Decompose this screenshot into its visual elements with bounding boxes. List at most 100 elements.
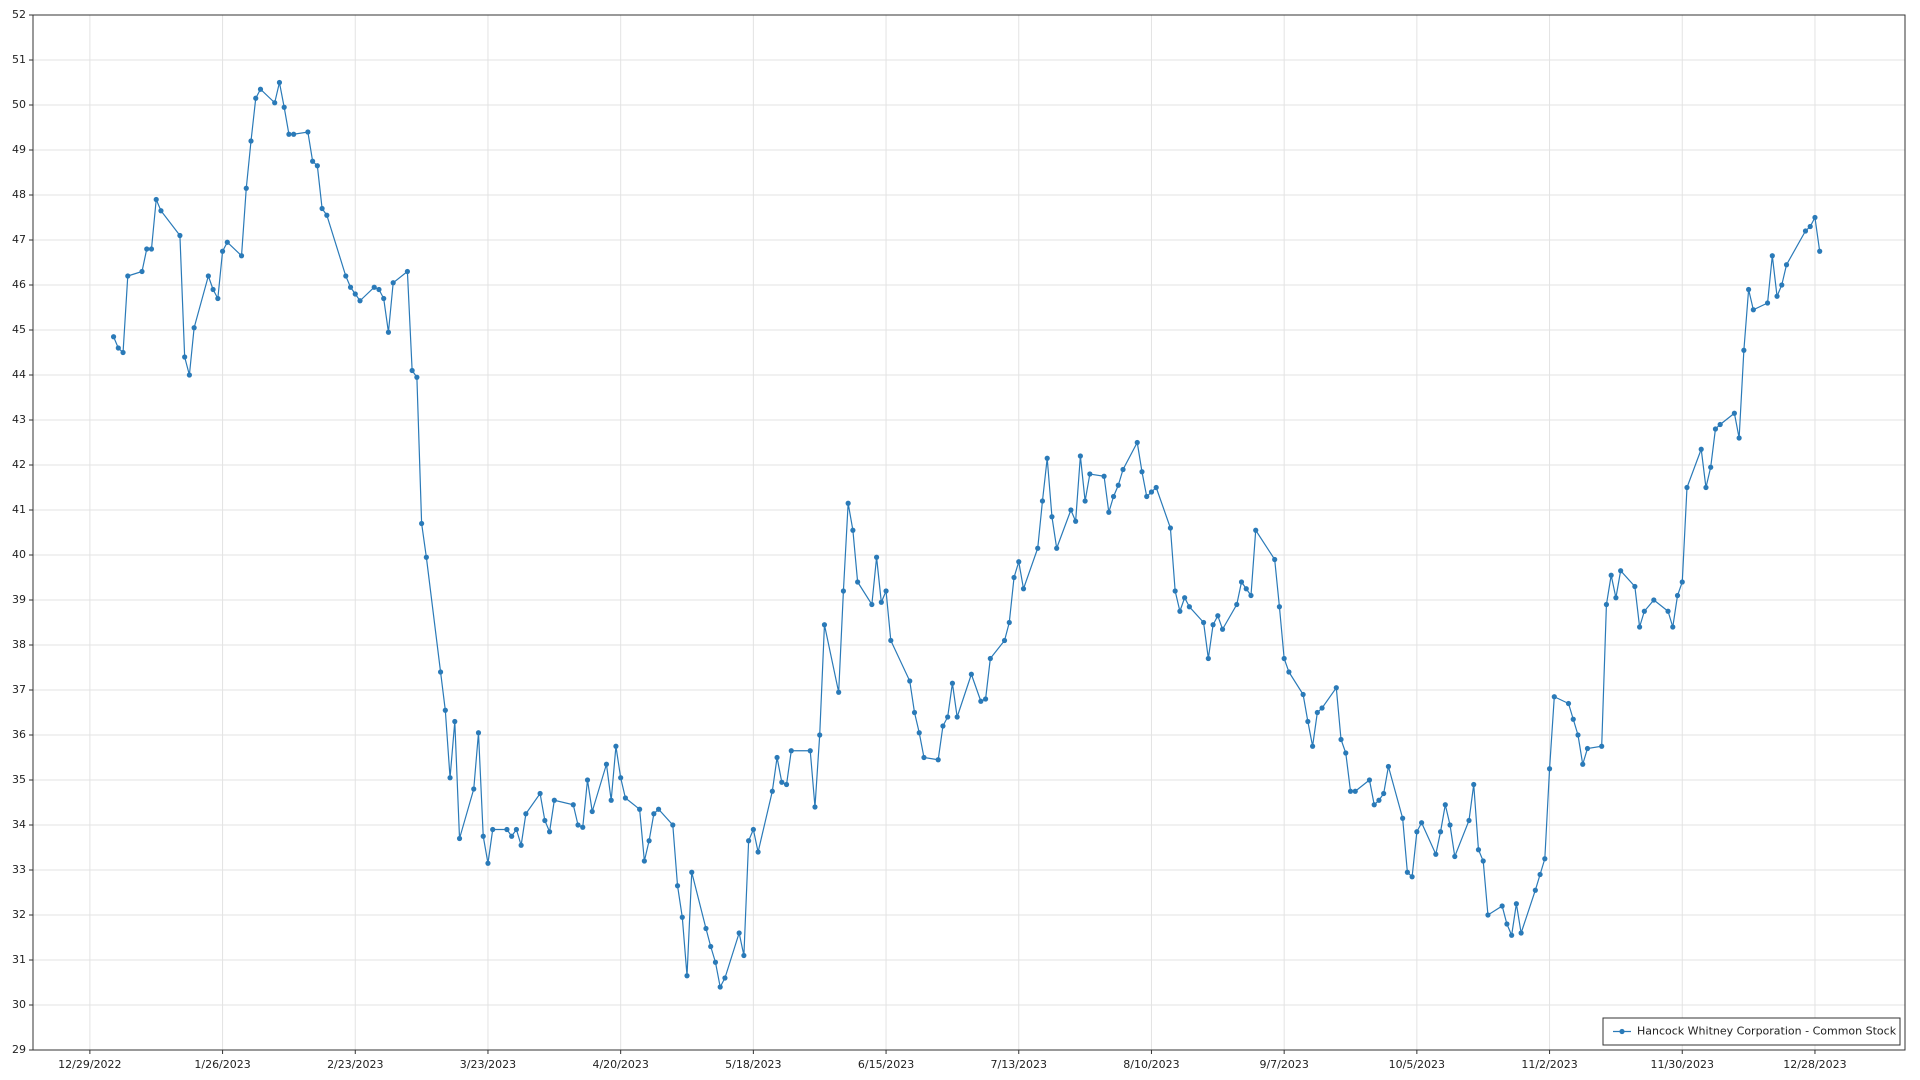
data-point bbox=[807, 748, 813, 754]
data-point bbox=[409, 367, 415, 374]
data-point bbox=[935, 757, 941, 763]
data-point bbox=[518, 842, 524, 848]
data-point bbox=[1144, 493, 1150, 500]
data-point bbox=[1471, 781, 1477, 788]
data-point bbox=[1305, 718, 1311, 725]
data-point bbox=[1215, 613, 1221, 619]
data-point bbox=[1286, 669, 1292, 675]
data-point bbox=[542, 817, 548, 824]
y-tick-label: 49 bbox=[12, 143, 26, 156]
data-point bbox=[911, 709, 918, 716]
data-point bbox=[1281, 655, 1287, 662]
data-point bbox=[746, 838, 752, 844]
data-point bbox=[347, 284, 354, 290]
data-point bbox=[750, 826, 756, 833]
legend-label: Hancock Whitney Corporation - Common Sto… bbox=[1637, 1025, 1897, 1038]
data-point bbox=[850, 527, 856, 533]
data-point bbox=[475, 730, 482, 736]
data-point bbox=[836, 689, 842, 695]
data-point bbox=[655, 806, 662, 812]
data-point bbox=[253, 95, 259, 101]
data-point bbox=[1077, 453, 1083, 459]
data-point bbox=[987, 655, 993, 662]
data-point bbox=[613, 743, 619, 749]
data-point bbox=[575, 822, 581, 828]
data-point bbox=[314, 163, 320, 169]
data-point bbox=[1670, 624, 1676, 630]
data-point bbox=[641, 858, 647, 864]
y-tick-label: 29 bbox=[12, 1043, 26, 1056]
x-tick-label: 6/15/2023 bbox=[858, 1058, 914, 1071]
y-tick-label: 31 bbox=[12, 953, 26, 966]
data-point bbox=[1452, 853, 1458, 860]
data-point bbox=[452, 718, 458, 725]
data-point bbox=[812, 804, 818, 810]
data-point bbox=[1210, 622, 1216, 628]
data-point bbox=[1400, 815, 1406, 821]
data-point bbox=[1044, 455, 1050, 461]
data-point bbox=[651, 811, 657, 817]
data-point bbox=[1177, 608, 1183, 614]
data-point bbox=[182, 354, 188, 360]
data-point bbox=[319, 205, 325, 212]
data-point bbox=[1703, 484, 1709, 491]
data-point bbox=[423, 554, 429, 560]
data-point bbox=[272, 100, 278, 106]
x-tick-label: 12/28/2023 bbox=[1783, 1058, 1846, 1071]
data-point bbox=[148, 246, 155, 252]
data-point bbox=[821, 622, 828, 628]
data-point bbox=[1243, 586, 1249, 592]
data-point bbox=[1414, 829, 1420, 835]
legend-box bbox=[1602, 1017, 1901, 1046]
data-point bbox=[779, 779, 785, 785]
data-point bbox=[916, 730, 922, 736]
data-point bbox=[1807, 223, 1813, 230]
y-tick-label: 35 bbox=[12, 773, 26, 786]
data-point bbox=[949, 680, 956, 686]
data-point bbox=[224, 239, 230, 245]
data-point bbox=[1385, 763, 1392, 770]
data-point bbox=[144, 246, 150, 252]
data-point bbox=[873, 554, 880, 560]
data-point bbox=[1347, 788, 1354, 794]
y-tick-label: 44 bbox=[12, 368, 26, 381]
data-point bbox=[191, 325, 197, 331]
data-point bbox=[371, 284, 377, 290]
data-point bbox=[238, 253, 245, 259]
data-point bbox=[855, 579, 861, 585]
data-point bbox=[1575, 732, 1581, 738]
y-tick-label: 48 bbox=[12, 188, 26, 201]
data-point bbox=[1314, 709, 1320, 716]
data-point bbox=[1485, 912, 1491, 918]
data-point bbox=[1665, 608, 1671, 614]
data-point bbox=[1182, 595, 1188, 601]
data-point bbox=[1115, 482, 1121, 488]
data-point bbox=[139, 268, 145, 275]
data-point bbox=[186, 372, 192, 378]
data-point bbox=[788, 748, 794, 754]
x-tick-label: 11/2/2023 bbox=[1521, 1058, 1577, 1071]
legend-marker bbox=[1619, 1028, 1625, 1035]
data-point bbox=[1599, 743, 1605, 749]
data-point bbox=[1537, 871, 1543, 878]
data-point bbox=[257, 86, 264, 92]
data-point bbox=[1366, 777, 1373, 783]
data-point bbox=[883, 588, 889, 594]
data-point bbox=[456, 835, 463, 842]
data-point bbox=[1651, 597, 1657, 603]
y-tick-label: 52 bbox=[12, 8, 26, 21]
x-tick-label: 3/23/2023 bbox=[460, 1058, 516, 1071]
data-point bbox=[1110, 493, 1117, 500]
y-tick-label: 42 bbox=[12, 458, 26, 471]
data-point bbox=[1272, 556, 1278, 563]
data-point bbox=[774, 754, 780, 761]
data-point bbox=[509, 833, 515, 839]
data-point bbox=[447, 775, 453, 781]
data-point bbox=[1499, 903, 1505, 909]
data-point bbox=[471, 786, 477, 792]
data-point bbox=[1020, 586, 1027, 592]
data-point bbox=[646, 838, 652, 844]
data-point bbox=[1741, 347, 1747, 353]
data-point bbox=[1603, 601, 1610, 608]
data-point bbox=[580, 824, 586, 830]
